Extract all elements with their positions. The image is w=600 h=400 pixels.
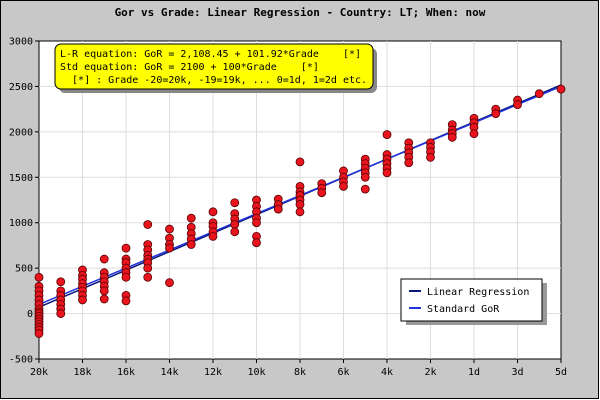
data-point xyxy=(469,129,479,139)
data-point xyxy=(360,172,370,182)
x-tick-label: 12k xyxy=(204,367,222,378)
x-tick-label: 6k xyxy=(337,367,349,378)
data-point xyxy=(56,277,66,287)
data-point xyxy=(339,181,348,191)
x-tick-label: 4k xyxy=(381,367,393,378)
data-point xyxy=(99,286,109,296)
data-point xyxy=(556,84,566,94)
data-point xyxy=(99,294,109,304)
y-tick-label: 0 xyxy=(27,309,33,320)
data-point xyxy=(513,100,522,109)
y-tick-label: 1000 xyxy=(9,218,33,229)
x-tick-label: 8k xyxy=(294,367,306,378)
data-point xyxy=(295,157,305,167)
data-point xyxy=(121,296,131,306)
data-point xyxy=(165,243,174,253)
data-point xyxy=(186,213,196,223)
data-point xyxy=(121,243,131,253)
x-tick-label: 2k xyxy=(424,367,436,378)
data-point xyxy=(252,218,261,228)
data-point xyxy=(295,200,305,209)
y-tick-label: 2000 xyxy=(9,127,33,138)
y-tick-label: 1500 xyxy=(9,173,33,184)
data-point xyxy=(534,89,544,99)
chart-title: Gor vs Grade: Linear Regression - Countr… xyxy=(115,6,486,19)
equation-line-1: L-R equation: GoR = 2,108.45 + 101.92*Gr… xyxy=(60,49,361,60)
data-point xyxy=(360,184,370,194)
data-point xyxy=(78,295,87,305)
data-point xyxy=(186,240,196,249)
data-point xyxy=(230,198,240,208)
data-point xyxy=(56,309,66,318)
equation-box: L-R equation: GoR = 2,108.45 + 101.92*Gr… xyxy=(54,43,377,93)
legend-label-linear-regression: Linear Regression xyxy=(427,287,529,298)
data-point xyxy=(230,220,240,229)
data-point xyxy=(121,272,131,282)
data-point xyxy=(273,204,283,214)
equation-line-3: [*] : Grade -20=20k, -19=19k, ... 0=1d, … xyxy=(60,75,367,86)
equation-line-2: Std equation: GoR = 2100 + 100*Grade [*] xyxy=(60,62,319,73)
x-tick-label: 3d xyxy=(511,367,523,378)
x-tick-label: 20k xyxy=(30,367,48,378)
data-point xyxy=(99,254,109,264)
data-point xyxy=(143,263,153,273)
data-point xyxy=(143,220,153,229)
data-point xyxy=(230,227,240,237)
data-point xyxy=(382,130,392,139)
x-tick-label: 18k xyxy=(73,367,91,378)
data-point xyxy=(317,188,327,198)
data-point xyxy=(34,329,44,338)
data-point xyxy=(208,207,218,217)
y-tick-label: 3000 xyxy=(9,37,33,48)
data-point xyxy=(252,238,261,248)
data-point xyxy=(143,272,153,282)
data-point xyxy=(491,109,501,119)
x-tick-label: 10k xyxy=(247,367,265,378)
data-points xyxy=(34,84,566,338)
data-point xyxy=(404,158,414,168)
data-point xyxy=(426,152,435,162)
x-tick-label: 5d xyxy=(555,367,567,378)
data-point xyxy=(34,272,44,282)
data-point xyxy=(165,224,174,234)
x-tick-label: 1d xyxy=(468,367,480,378)
x-axis: 20k 18k 16k 14k 12k 10k 8k 6k 4k 2k 1d 3d 5d xyxy=(30,359,567,378)
data-point xyxy=(295,207,305,217)
data-point xyxy=(447,132,457,142)
y-tick-label: 500 xyxy=(15,264,33,275)
x-tick-label: 16k xyxy=(117,367,135,378)
data-point xyxy=(382,168,392,178)
data-point xyxy=(165,278,174,288)
equation-box-bg xyxy=(54,43,374,90)
y-tick-label: -500 xyxy=(9,355,33,366)
legend-box xyxy=(400,278,543,322)
data-point xyxy=(208,231,218,241)
legend: Linear Regression Standard GoR xyxy=(400,278,547,325)
y-tick-label: 2500 xyxy=(9,82,33,93)
x-tick-label: 14k xyxy=(160,367,178,378)
y-axis: -500 0 500 1000 1500 2000 2500 3000 xyxy=(9,37,39,366)
legend-label-standard-gor: Standard GoR xyxy=(427,304,500,315)
